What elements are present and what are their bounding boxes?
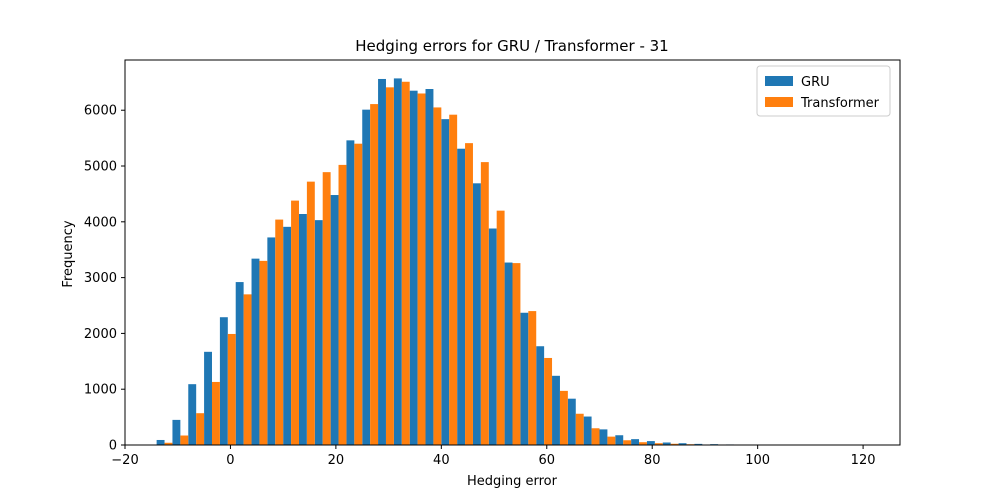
bar-transformer-25 [559,390,568,445]
y-tick-label: 2000 [84,327,117,342]
legend: GRU Transformer [756,65,891,117]
bar-transformer-19 [465,143,473,445]
bar-gru-30 [631,439,640,445]
y-tick-label: 6000 [84,104,117,119]
bar-gru-8 [283,226,292,445]
bar-gru-4 [219,317,228,445]
bar-transformer-0 [164,442,173,445]
bar-gru-3 [204,351,212,445]
bar-gru-12 [346,140,355,445]
bar-transformer-18 [449,114,458,446]
y-tick-label: 4000 [84,215,117,230]
legend-label-transformer: Transformer [800,96,880,111]
x-axis-ticks: −20 0 20 40 60 80 100 120 [111,445,876,468]
bar-gru-11 [330,195,339,445]
bar-transformer-27 [591,428,600,445]
bar-gru-19 [457,148,466,445]
x-tick-label: 0 [226,453,234,468]
bar-transformer-22 [512,263,521,445]
x-tick-label: −20 [111,453,138,468]
bar-transformer-14 [385,87,394,445]
bar-gru-26 [567,398,576,445]
bar-gru-9 [298,214,307,445]
bar-gru-5 [235,282,244,445]
bar-gru-32 [662,442,671,445]
bar-gru-7 [267,237,276,445]
y-tick-label: 1000 [84,383,117,398]
bar-transformer-21 [496,210,505,445]
bars-group [156,78,829,446]
bar-transformer-30 [639,442,647,445]
x-tick-label: 60 [538,453,555,468]
bar-gru-33 [678,443,687,445]
bar-gru-24 [536,346,545,445]
bar-gru-10 [314,220,323,445]
x-axis-label: Hedging error [467,474,558,489]
x-tick-label: 120 [851,453,876,468]
bar-gru-25 [552,375,560,445]
bar-gru-20 [472,183,481,445]
bar-transformer-11 [338,164,347,445]
bar-transformer-20 [480,162,489,446]
bar-gru-15 [393,78,402,445]
bar-transformer-13 [370,104,379,445]
bar-gru-27 [583,416,592,445]
bar-transformer-9 [306,181,315,445]
bar-gru-14 [378,78,386,445]
legend-swatch-transformer [765,97,793,107]
bar-gru-29 [615,435,624,445]
bar-gru-21 [488,228,497,445]
y-tick-label: 0 [109,439,117,454]
bar-gru-13 [362,109,371,445]
bar-transformer-8 [291,200,299,445]
bar-gru-17 [425,89,434,445]
bar-transformer-31 [654,443,663,445]
bar-transformer-3 [211,381,220,445]
y-tick-label: 3000 [84,271,117,286]
x-tick-label: 20 [328,453,345,468]
plot-frame [124,59,901,446]
bar-transformer-12 [354,143,363,445]
bar-transformer-15 [401,81,410,445]
bar-gru-18 [441,119,450,445]
bar-transformer-6 [259,260,268,445]
bar-transformer-4 [227,333,236,445]
bar-gru-6 [251,258,260,445]
bar-transformer-29 [623,440,632,445]
bar-gru-1 [172,419,181,445]
x-tick-label: 40 [433,453,450,468]
bar-transformer-16 [417,93,426,445]
bar-gru-0 [156,439,165,445]
x-tick-label: 100 [745,453,770,468]
bar-gru-23 [520,312,529,445]
bar-gru-31 [646,441,655,445]
bar-transformer-1 [180,435,189,445]
bar-gru-28 [599,429,608,445]
bar-transformer-2 [196,413,205,445]
legend-label-gru: GRU [801,75,830,90]
y-tick-label: 5000 [84,160,117,175]
bar-transformer-5 [243,294,252,445]
y-axis-label: Frequency [61,220,76,287]
bar-gru-16 [409,90,418,445]
legend-swatch-gru [765,76,793,86]
bar-transformer-26 [575,413,584,445]
y-axis-ticks: 0 1000 2000 3000 4000 5000 6000 [84,104,125,454]
bar-transformer-17 [433,107,442,446]
chart-title: Hedging errors for GRU / Transformer - 3… [355,37,668,55]
bar-transformer-7 [275,219,284,445]
bar-transformer-28 [607,436,616,445]
bar-gru-34 [694,443,703,445]
bar-gru-2 [188,384,197,445]
bar-transformer-10 [322,172,331,445]
bar-transformer-32 [670,443,679,445]
bar-gru-22 [504,262,513,445]
bar-transformer-24 [544,357,553,445]
bar-transformer-23 [528,311,537,445]
x-tick-label: 80 [644,453,661,468]
